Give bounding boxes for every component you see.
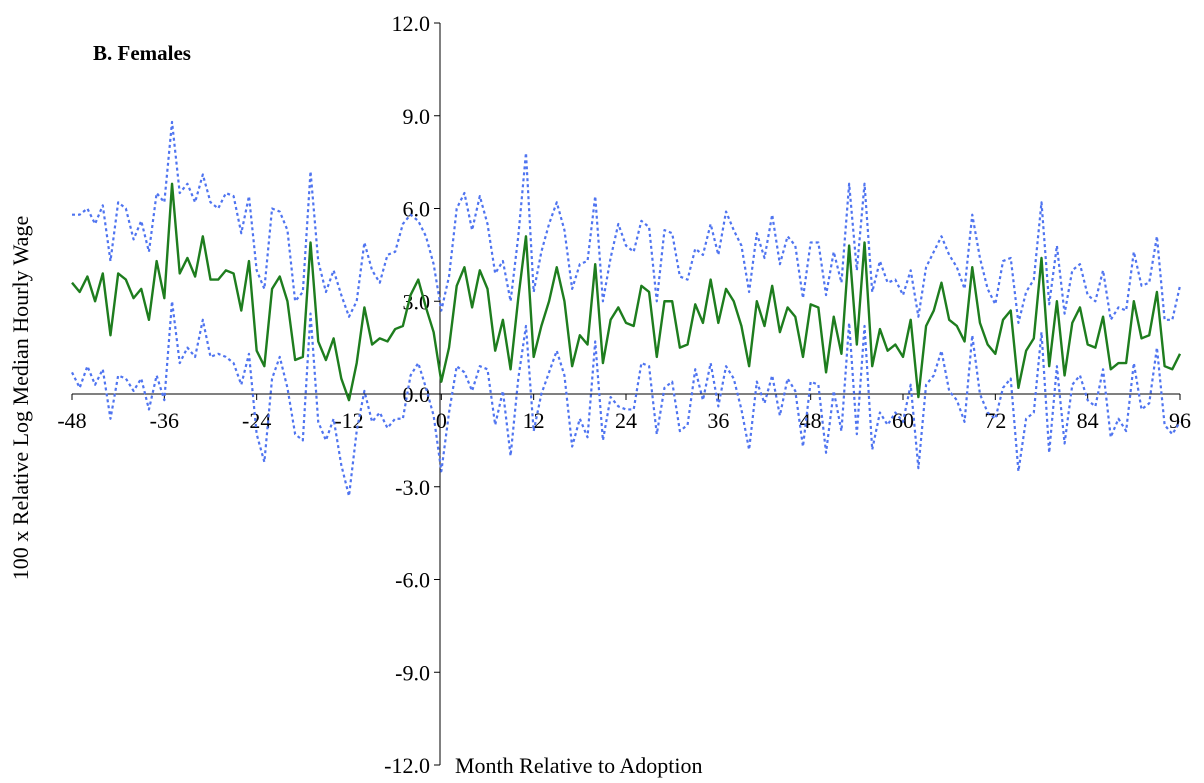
panel-title: B. Females xyxy=(93,41,191,65)
y-tick-label: -3.0 xyxy=(395,475,430,500)
x-tick-label: -48 xyxy=(57,408,86,433)
axes: -48 -36 -24 -12 0 12 24 36 48 60 72 84 9612.09.06.03… xyxy=(57,11,1191,778)
series-layer xyxy=(71,120,1182,498)
y-axis-title: 100 x Relative Log Median Hourly Wage xyxy=(8,216,33,580)
y-tick-label: 9.0 xyxy=(403,104,431,129)
y-tick-label: 0.0 xyxy=(403,382,431,407)
series-line-estimate xyxy=(71,182,1182,402)
x-tick-label: 96 xyxy=(1169,408,1191,433)
x-tick-label: 48 xyxy=(800,408,822,433)
x-tick-label: 0 xyxy=(436,408,447,433)
x-tick-label: -36 xyxy=(150,408,179,433)
x-tick-label: 24 xyxy=(615,408,637,433)
y-tick-label: -12.0 xyxy=(384,753,430,778)
x-axis-title: Month Relative to Adoption xyxy=(455,753,703,778)
series-line-upper xyxy=(72,120,1182,324)
y-tick-label: 12.0 xyxy=(392,11,431,36)
x-tick-label: 72 xyxy=(984,408,1006,433)
y-tick-label: -6.0 xyxy=(395,568,430,593)
x-tick-label: 84 xyxy=(1077,408,1099,433)
x-tick-label: 36 xyxy=(707,408,729,433)
y-tick-label: -9.0 xyxy=(395,660,430,685)
